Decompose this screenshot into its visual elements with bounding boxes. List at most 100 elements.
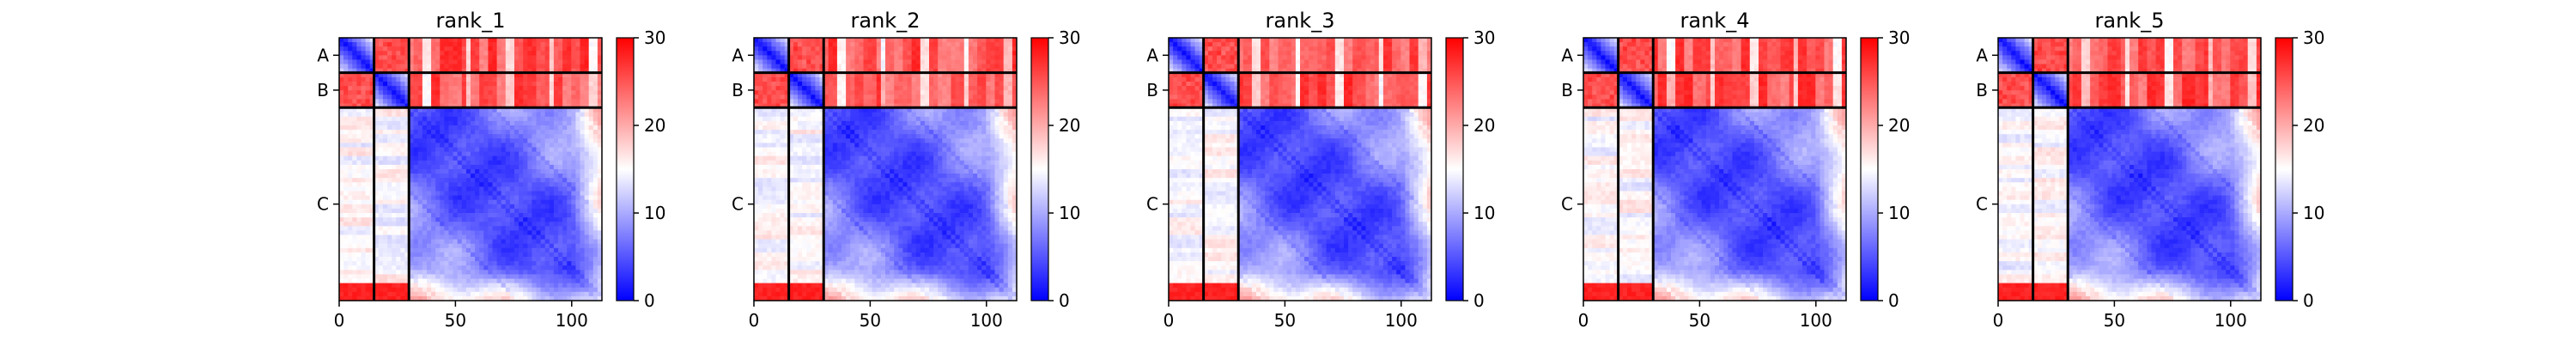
heatmap-cell (356, 186, 361, 192)
heatmap-cell (400, 55, 405, 60)
heatmap-cell (361, 82, 367, 87)
heatmap-cell (356, 148, 361, 153)
heatmap-cell (806, 77, 811, 82)
heatmap-cell (396, 138, 401, 143)
heatmap-cell (361, 257, 367, 262)
heatmap-cell (811, 99, 816, 104)
heatmap-cell (811, 60, 816, 65)
heatmap-cell (400, 192, 405, 197)
heatmap-cell (396, 182, 401, 187)
heatmap-cell (343, 99, 349, 104)
heatmap-cell (396, 165, 401, 170)
heatmap-cell (379, 77, 384, 82)
heatmap-cell (343, 46, 349, 52)
heatmap-cell (352, 292, 357, 297)
heatmap-cell (339, 204, 344, 210)
heatmap-cell (771, 125, 776, 131)
heatmap-cell (366, 169, 371, 174)
heatmap-cell (798, 82, 803, 87)
heatmap-cell (392, 130, 397, 135)
heatmap-cell (379, 125, 384, 131)
heatmap-cell (379, 240, 384, 245)
heatmap-cell (383, 204, 388, 210)
heatmap-cell (383, 38, 388, 43)
heatmap-cell (758, 90, 763, 95)
heatmap-cell (758, 82, 763, 87)
heatmap-cell (762, 130, 768, 135)
heatmap-cell (811, 82, 816, 87)
heatmap-cell (767, 134, 772, 139)
heatmap-cell (348, 161, 353, 166)
heatmap-cell (771, 60, 776, 65)
heatmap-cell (815, 60, 820, 65)
heatmap-cell (396, 152, 401, 157)
heatmap-cell (400, 288, 405, 293)
heatmap-cell (793, 51, 799, 56)
heatmap-cell (400, 138, 405, 143)
heatmap-cell (343, 138, 349, 143)
heatmap-cell (352, 46, 357, 52)
heatmap-cell (392, 82, 397, 87)
heatmap-cell (771, 86, 776, 91)
heatmap-cell (802, 90, 807, 95)
heatmap-cell (361, 165, 367, 170)
heatmap-cell (383, 226, 388, 231)
heatmap-cell (767, 99, 772, 104)
heatmap-cell (776, 42, 781, 47)
heatmap-cell (379, 169, 384, 174)
heatmap-cell (366, 143, 371, 148)
heatmap-cell (356, 253, 361, 258)
heatmap-cell (392, 192, 397, 197)
heatmap-cell (383, 174, 388, 179)
heatmap-cell (392, 86, 397, 91)
heatmap-cell (387, 138, 392, 143)
heatmap-cell (758, 113, 763, 118)
heatmap-cell (767, 130, 772, 135)
heatmap-cell (383, 196, 388, 201)
heatmap-cell (348, 257, 353, 262)
heatmap-cell (379, 42, 384, 47)
heatmap-cell (387, 213, 392, 218)
heatmap-cell (339, 134, 344, 139)
heatmap-cell (356, 174, 361, 179)
heatmap-cell (361, 55, 367, 60)
heatmap-cell (781, 125, 786, 131)
heatmap-cell (758, 94, 763, 100)
heatmap-cell (781, 99, 786, 104)
heatmap-cell (781, 121, 786, 126)
heatmap-cell (383, 138, 388, 143)
heatmap-cell (811, 90, 816, 95)
heatmap-cell (339, 121, 344, 126)
heatmap-cell (802, 60, 807, 65)
heatmap-cell (771, 94, 776, 100)
heatmap-cell (806, 46, 811, 52)
heatmap-cell (383, 130, 388, 135)
heatmap-cell (379, 152, 384, 157)
heatmap-cell (366, 60, 371, 65)
heatmap-cell (776, 117, 781, 122)
heatmap-cell (815, 82, 820, 87)
heatmap-cell (366, 213, 371, 218)
heatmap-cell (339, 51, 344, 56)
heatmap-cell (366, 240, 371, 245)
heatmap-cell (811, 46, 816, 52)
heatmap-cell (339, 169, 344, 174)
heatmap-cell (383, 253, 388, 258)
heatmap-cell (400, 64, 405, 70)
heatmap-cell (758, 38, 763, 43)
heatmap-cell (793, 134, 799, 139)
heatmap-cell (806, 125, 811, 131)
heatmap-cell (392, 90, 397, 95)
heatmap-cell (400, 148, 405, 153)
heatmap-cell (356, 55, 361, 60)
heatmap-cell (798, 121, 803, 126)
heatmap-cell (343, 134, 349, 139)
heatmap-cell (771, 51, 776, 56)
heatmap-cell (758, 125, 763, 131)
heatmap-cell (383, 283, 388, 289)
heatmap-cell (339, 90, 344, 95)
heatmap-cell (366, 55, 371, 60)
heatmap-cell (379, 113, 384, 118)
heatmap-cell (754, 94, 759, 100)
heatmap-cell (339, 82, 344, 87)
